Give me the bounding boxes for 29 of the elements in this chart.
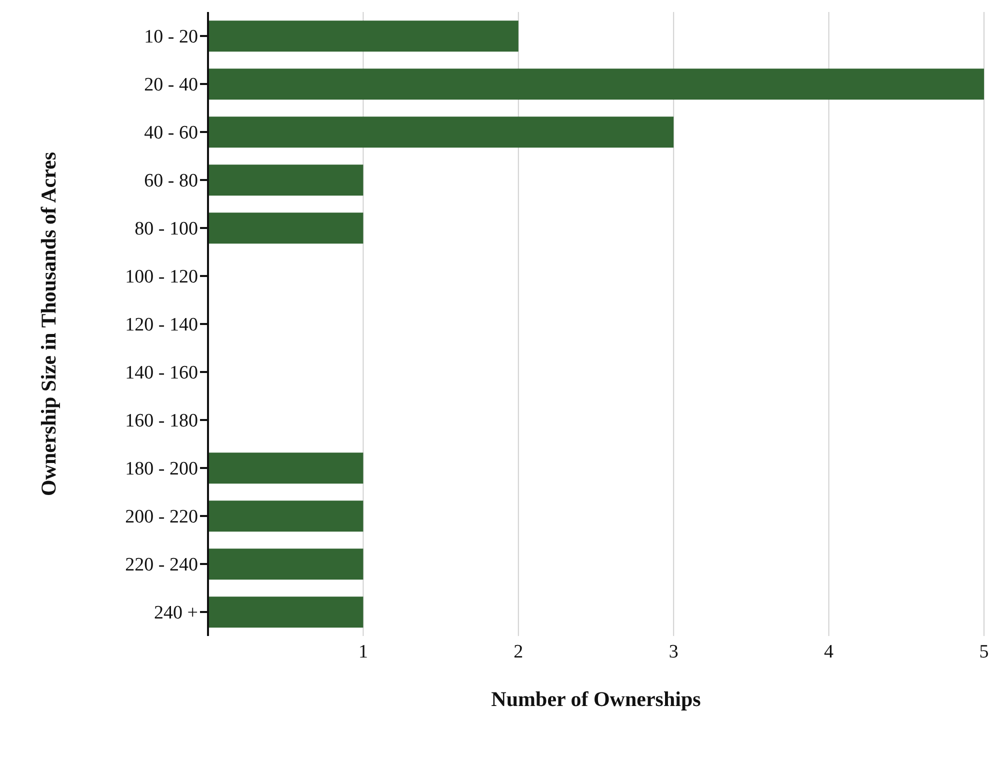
y-tick-label: 240 + [154,602,198,624]
y-tick-label: 40 - 60 [144,122,198,144]
y-tick-label: 80 - 100 [134,218,198,240]
bar [208,68,984,100]
x-tick-label: 1 [358,641,368,662]
bar [208,116,674,148]
x-tick-label: 2 [514,641,524,662]
x-tick-label: 4 [824,641,834,662]
bar [208,20,518,52]
y-tick-label: 120 - 140 [125,314,198,336]
bar [208,164,364,196]
x-axis-title: Number of Ownerships [491,687,701,711]
bar [208,548,364,580]
y-tick-label: 180 - 200 [125,458,198,480]
bar [208,452,364,484]
y-tick-label: 160 - 180 [125,410,198,432]
bar [208,596,364,628]
y-tick-label: 10 - 20 [144,26,198,48]
y-tick-label: 220 - 240 [125,554,198,576]
y-tick-label: 140 - 160 [125,362,198,384]
x-tick-label: 3 [668,641,678,662]
y-tick-label: 200 - 220 [125,506,198,528]
x-tick-label: 5 [979,641,989,662]
y-tick-label: 20 - 40 [144,74,198,96]
y-tick-label: 100 - 120 [125,266,198,288]
bar [208,212,364,244]
y-axis-title: Ownership Size in Thousands of Acres [36,152,60,496]
y-tick-label: 60 - 80 [144,170,198,192]
bar [208,500,364,532]
